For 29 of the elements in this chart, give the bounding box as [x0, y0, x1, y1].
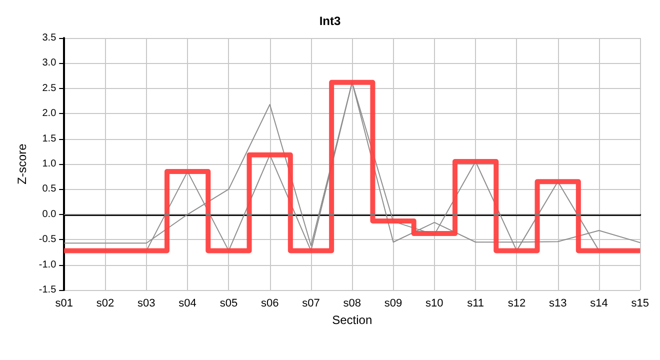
y-tick-label: -1.5 — [38, 284, 57, 296]
x-tick-label: s11 — [467, 298, 484, 310]
y-tick-label: 3.0 — [42, 58, 57, 69]
x-tick-label: s09 — [384, 298, 402, 310]
x-tick-label: s12 — [508, 298, 526, 310]
y-tick-label: 2.5 — [42, 82, 57, 94]
x-tick-label: s13 — [548, 298, 567, 310]
x-tick-label: s15 — [631, 298, 650, 310]
x-tick-label: s07 — [302, 298, 320, 310]
x-tick-label: s04 — [178, 298, 196, 310]
chart-title: Int3 — [319, 14, 341, 28]
y-tick-label: 0.5 — [42, 184, 57, 195]
y-tick-label: -0.5 — [38, 234, 57, 246]
y-tick-label: -1.0 — [38, 259, 57, 270]
x-tick-label: s02 — [96, 298, 114, 310]
y-axis-title: Z-score — [15, 143, 29, 184]
y-tick-label: 0.0 — [42, 208, 57, 220]
x-tick-label: s08 — [343, 298, 362, 310]
y-tick-label: 2.0 — [42, 108, 57, 120]
y-tick-label: 1.0 — [42, 158, 57, 170]
x-tick-label: s06 — [260, 298, 279, 310]
y-tick-label: 3.5 — [42, 32, 57, 44]
x-tick-label: s14 — [590, 298, 608, 310]
y-tick-label: 1.5 — [42, 133, 57, 144]
x-tick-label: s01 — [55, 298, 74, 310]
x-tick-label: s10 — [426, 298, 444, 310]
x-tick-label: s05 — [220, 298, 238, 310]
x-tick-label: s03 — [138, 298, 156, 310]
x-axis-title: Section — [332, 312, 372, 327]
